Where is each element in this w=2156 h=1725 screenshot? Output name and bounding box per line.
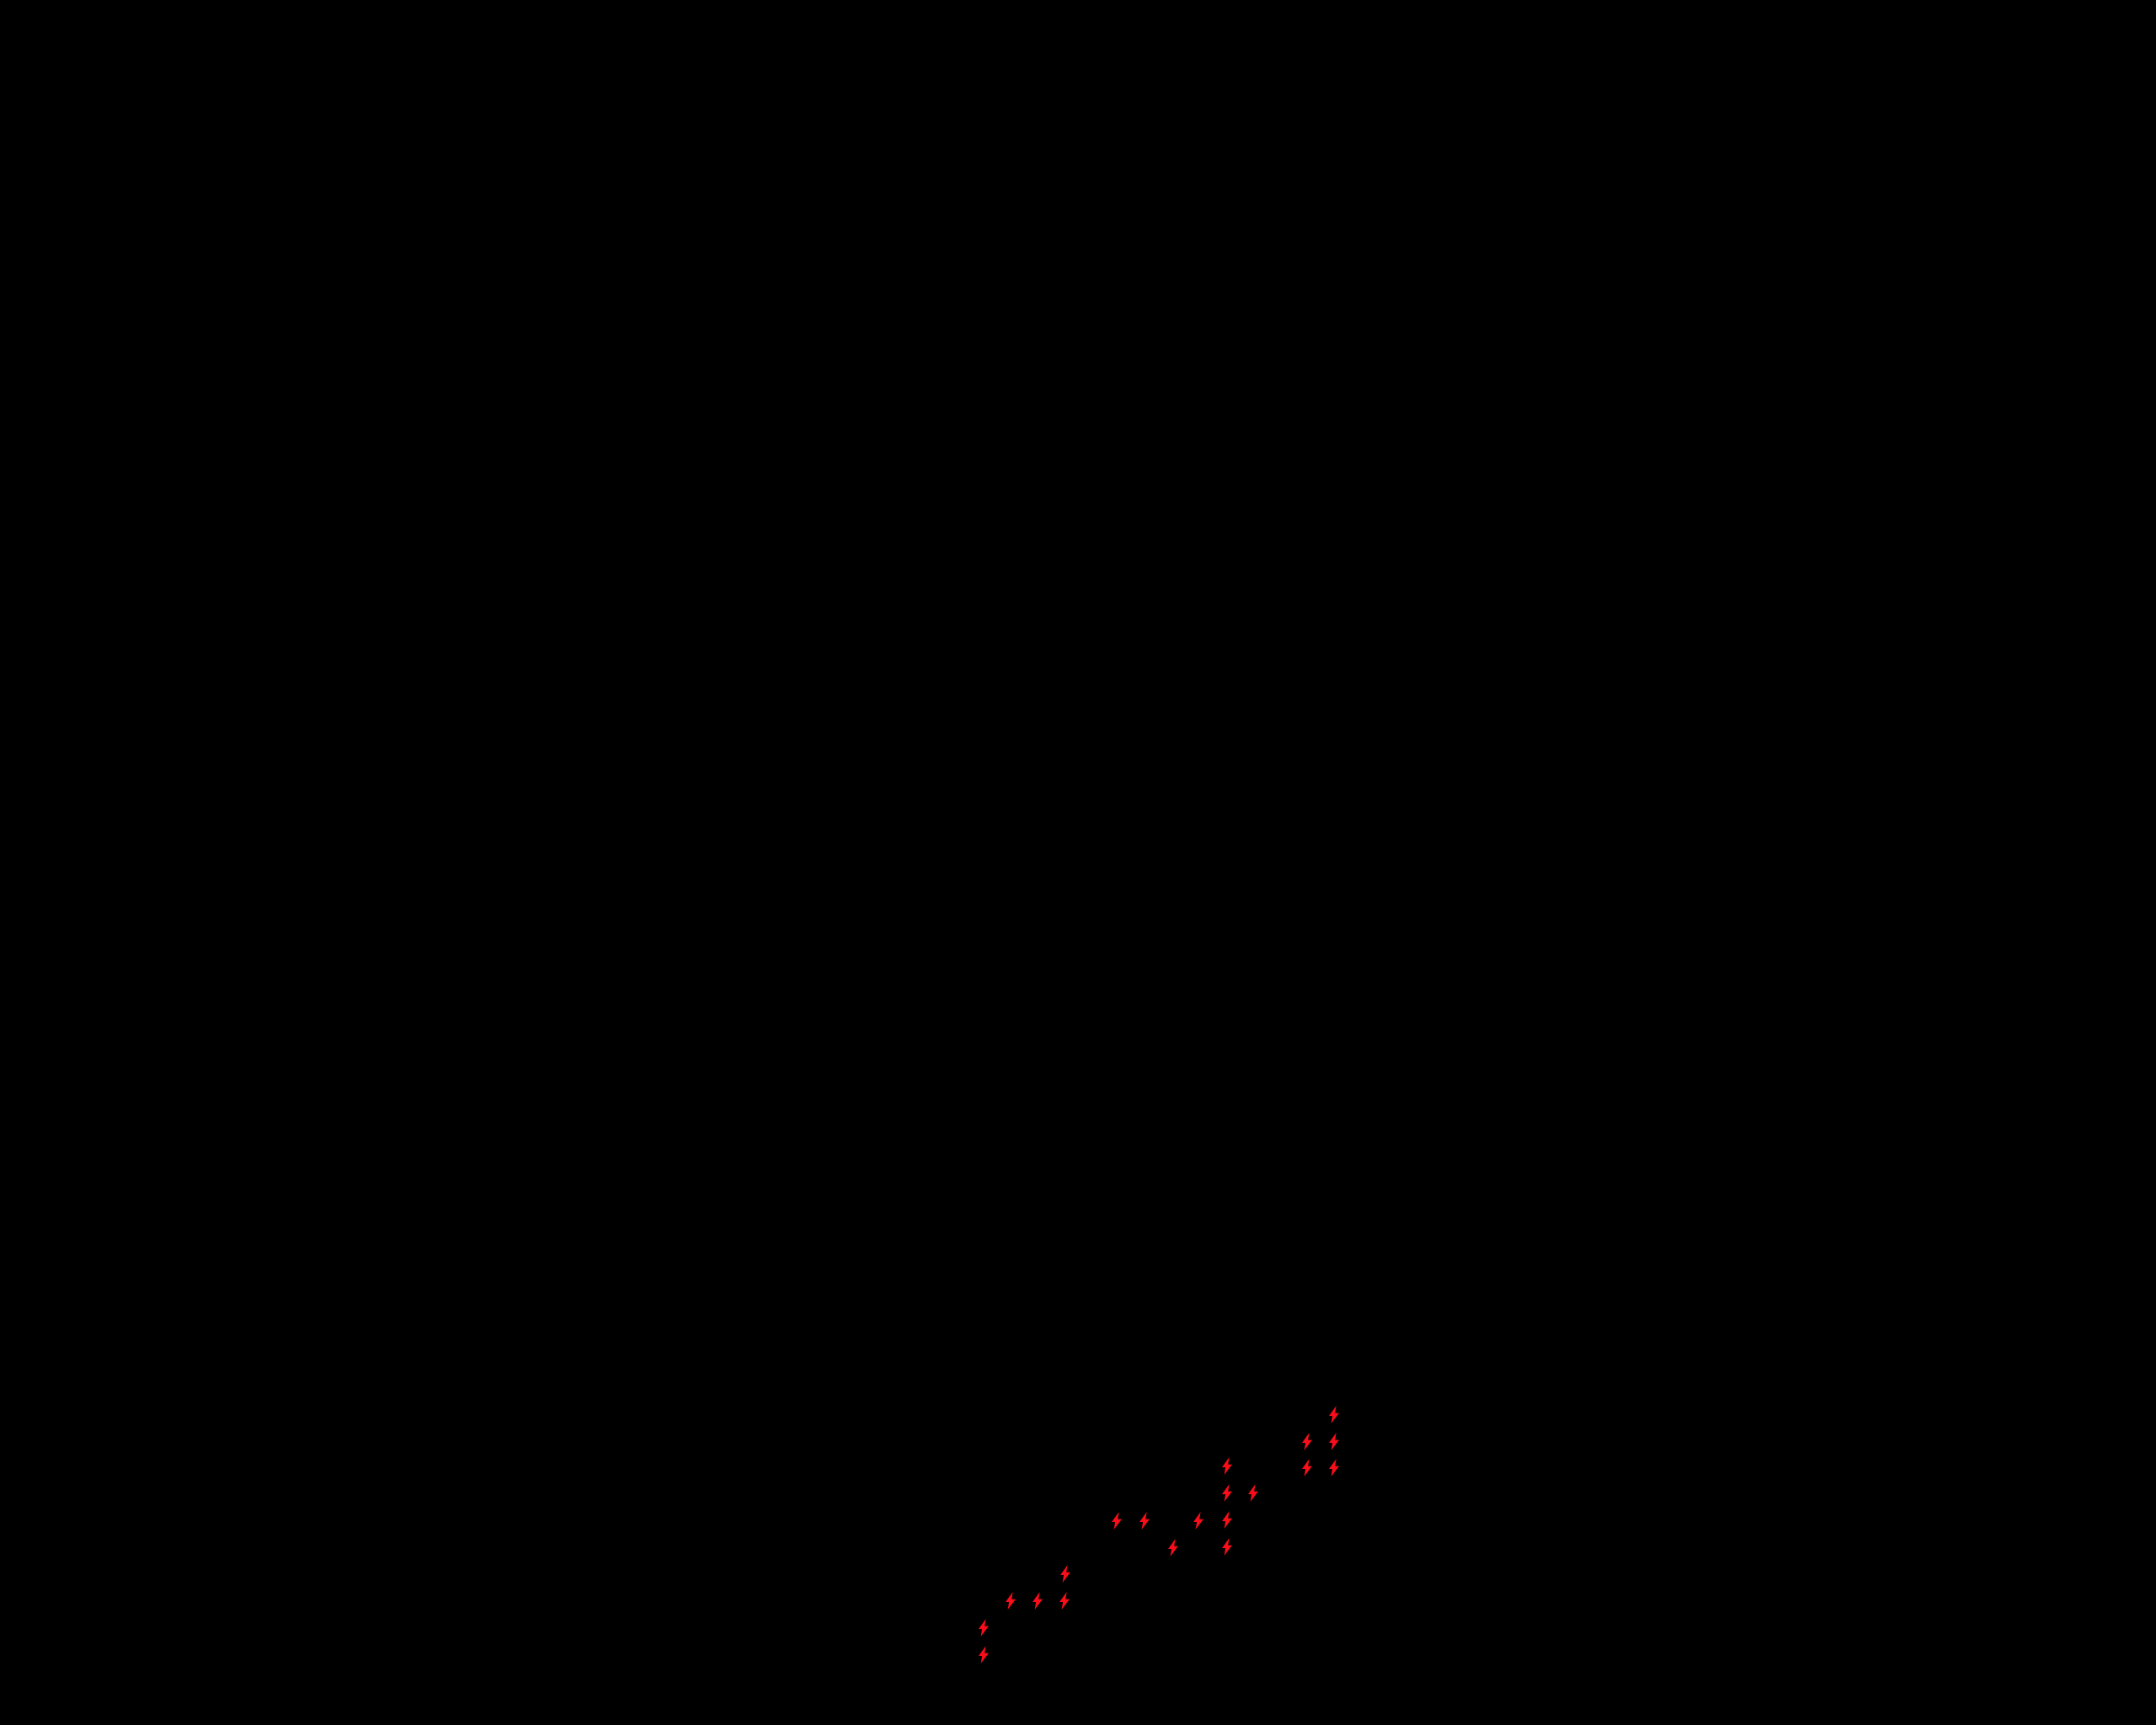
lightning-bolt-icon [1248, 1483, 1258, 1502]
lightning-bolt-icon [1222, 1537, 1232, 1556]
lightning-bolt-icon [1222, 1456, 1232, 1475]
lightning-bolt-icon [1329, 1458, 1339, 1477]
lightning-bolt-icon [979, 1645, 989, 1664]
lightning-bolt-icon [1006, 1591, 1016, 1610]
lightning-bolt-icon [1222, 1510, 1232, 1529]
lightning-bolt-icon [1193, 1511, 1203, 1530]
lightning-bolt-icon [1060, 1564, 1070, 1583]
lightning-bolt-icon [1329, 1432, 1339, 1450]
lightning-bolt-icon [1329, 1405, 1339, 1423]
lightning-bolt-icon [1059, 1591, 1070, 1610]
lightning-bolt-icon [1302, 1458, 1312, 1477]
lightning-bolt-icon [1168, 1538, 1178, 1557]
lightning-bolt-icon [1139, 1511, 1150, 1530]
lightning-bolt-icon [1222, 1483, 1232, 1502]
lightning-bolt-icon [1302, 1432, 1312, 1450]
lightning-bolt-icon [979, 1618, 989, 1637]
lightning-bolt-icon [1033, 1591, 1043, 1610]
lightning-bolt-icon [1112, 1511, 1122, 1530]
